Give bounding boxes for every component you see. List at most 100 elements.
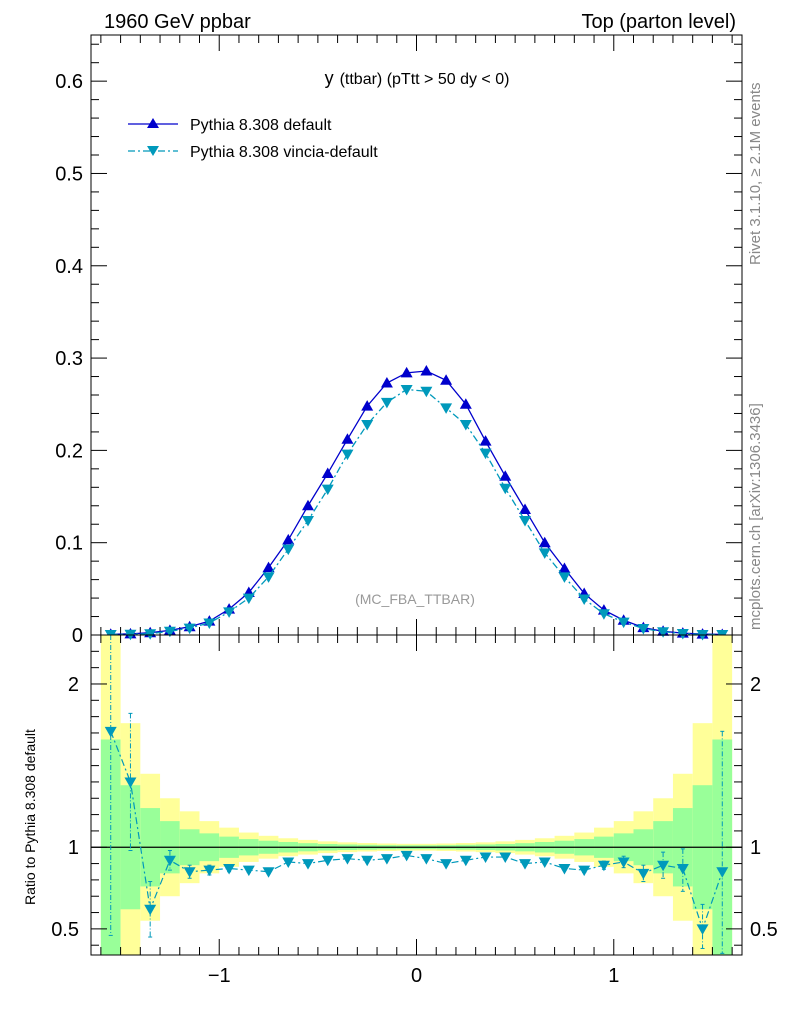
- ratio-panel-frame: [90, 634, 743, 956]
- ratio-series-point: [223, 863, 236, 875]
- ratio-series-point: [282, 857, 295, 868]
- ratio-series-point: [203, 865, 216, 877]
- main-y-tick-label: 0.1: [55, 533, 83, 555]
- main-series-1-point: [203, 618, 216, 629]
- ratio-series-point: [637, 868, 650, 880]
- main-series-1-point: [420, 386, 433, 398]
- ratio-series-point: [163, 855, 176, 867]
- ratio-series-point: [519, 859, 531, 870]
- ratio-series-point: [657, 860, 670, 872]
- analysis-watermark: (MC_FBA_TTBAR): [355, 591, 475, 607]
- ratio-series-point: [302, 859, 314, 870]
- ratio-y-tick-label-right: 0.5: [750, 919, 778, 941]
- ratio-series-layer: [104, 634, 729, 954]
- main-series-0-point: [479, 435, 492, 446]
- ratio-y-axis: 0.5 0.5 1 1 2 2: [51, 650, 778, 946]
- main-series-1-point: [657, 627, 670, 638]
- main-series-0-point: [440, 374, 453, 385]
- ratio-series-point: [538, 857, 551, 868]
- main-series-1-point: [538, 548, 551, 559]
- main-series-1-point: [341, 449, 354, 461]
- ratio-series-point: [617, 857, 630, 868]
- main-y-tick-label: 0.4: [55, 256, 83, 278]
- header-right: Top (parton level): [581, 11, 736, 33]
- ratio-panel: 0.5 0.5 1 1 2 2 −1 0 1: [51, 634, 778, 987]
- main-series-1-point: [361, 420, 374, 431]
- main-series-1-point: [400, 384, 413, 396]
- main-series-0-point: [262, 561, 275, 573]
- main-series-1-point: [519, 516, 531, 527]
- main-y-tick-label: 0.5: [55, 163, 83, 185]
- ratio-series-point: [578, 865, 591, 877]
- main-series-0-point: [499, 470, 512, 481]
- ratio-y-tick-label: 2: [68, 674, 79, 696]
- main-series-1-point: [321, 484, 334, 496]
- header-left: 1960 GeV ppbar: [104, 11, 251, 33]
- mcplots-label: mcplots.cern.ch [arXiv:1306.3436]: [747, 403, 764, 630]
- ratio-series-point: [479, 852, 492, 864]
- main-series-1-point: [242, 593, 255, 605]
- legend: Pythia 8.308 default Pythia 8.308 vincia…: [128, 117, 378, 161]
- main-series-1-point: [163, 626, 176, 638]
- main-series-0-point: [558, 562, 571, 574]
- main-series-1-point: [617, 617, 630, 629]
- main-y-tick-label: 0: [72, 625, 83, 647]
- main-series-0-point: [282, 533, 295, 545]
- main-series-1-point: [578, 594, 591, 605]
- ratio-x-tick-label: −1: [208, 965, 231, 987]
- main-series-1-point: [262, 572, 275, 583]
- main-series-1-point: [144, 629, 157, 640]
- ratio-series-point: [676, 863, 689, 875]
- main-series-1-point: [479, 448, 492, 460]
- ratio-x-axis: −1 0 1: [100, 635, 733, 987]
- main-series-0-point: [519, 503, 531, 514]
- main-series-0-point: [400, 366, 413, 378]
- ratio-series-point: [716, 867, 729, 878]
- main-series-0-point: [538, 536, 551, 548]
- main-y-tick-label: 0.2: [55, 440, 83, 462]
- ratio-series-point: [361, 855, 374, 867]
- main-series-layer: [104, 365, 729, 641]
- ratio-series-point: [459, 855, 472, 867]
- main-series-0-point: [459, 398, 472, 409]
- ratio-series-point: [321, 855, 334, 867]
- main-series-1-point: [637, 624, 650, 635]
- main-series-0-point: [420, 365, 433, 376]
- ratio-series-point: [420, 854, 433, 865]
- main-series-0-point: [380, 377, 393, 388]
- ratio-series-point: [124, 777, 137, 788]
- ratio-y-tick-label: 0.5: [51, 919, 79, 941]
- ratio-x-tick-label: 1: [608, 965, 619, 987]
- main-series-1-point: [558, 572, 571, 583]
- main-y-tick-label: 0.3: [55, 348, 83, 370]
- main-series-1-point: [499, 483, 512, 495]
- main-series-1-point: [676, 629, 689, 640]
- main-y-axis: 0 0.1 0.2 0.3 0.4 0.5 0.6: [55, 43, 742, 647]
- ratio-series-point: [242, 865, 255, 877]
- ratio-series-point: [558, 863, 571, 875]
- ratio-y-axis-label: Ratio to Pythia 8.308 default: [22, 729, 38, 905]
- ratio-series-point: [262, 867, 275, 878]
- legend-label-vincia: Pythia 8.308 vincia-default: [190, 144, 378, 161]
- main-series-1-point: [380, 397, 393, 409]
- main-series-1-point: [440, 403, 453, 414]
- main-series-1-point: [183, 623, 196, 635]
- ratio-series-point: [341, 854, 354, 865]
- ratio-y-tick-label-right: 1: [750, 837, 761, 859]
- ratio-series-point: [499, 852, 512, 864]
- chart-title: y (ttbar) (pTtt > 50 dy < 0): [325, 68, 510, 88]
- ratio-y-tick-label: 1: [68, 837, 79, 859]
- ratio-uncertainty-bands: [100, 635, 733, 955]
- chart-title-selection: (ttbar) (pTtt > 50 dy < 0): [340, 71, 510, 88]
- main-series-1-point: [302, 516, 314, 527]
- chart-title-variable: y: [325, 68, 334, 88]
- ratio-x-tick-label: 0: [411, 965, 422, 987]
- main-series-0-point: [321, 467, 334, 478]
- main-series-1-point: [282, 544, 295, 556]
- main-series-1-point: [223, 607, 236, 618]
- ratio-series-point: [104, 726, 117, 738]
- ratio-series-point: [144, 904, 157, 916]
- ratio-series-point: [400, 850, 413, 862]
- ratio-series-point: [597, 860, 610, 872]
